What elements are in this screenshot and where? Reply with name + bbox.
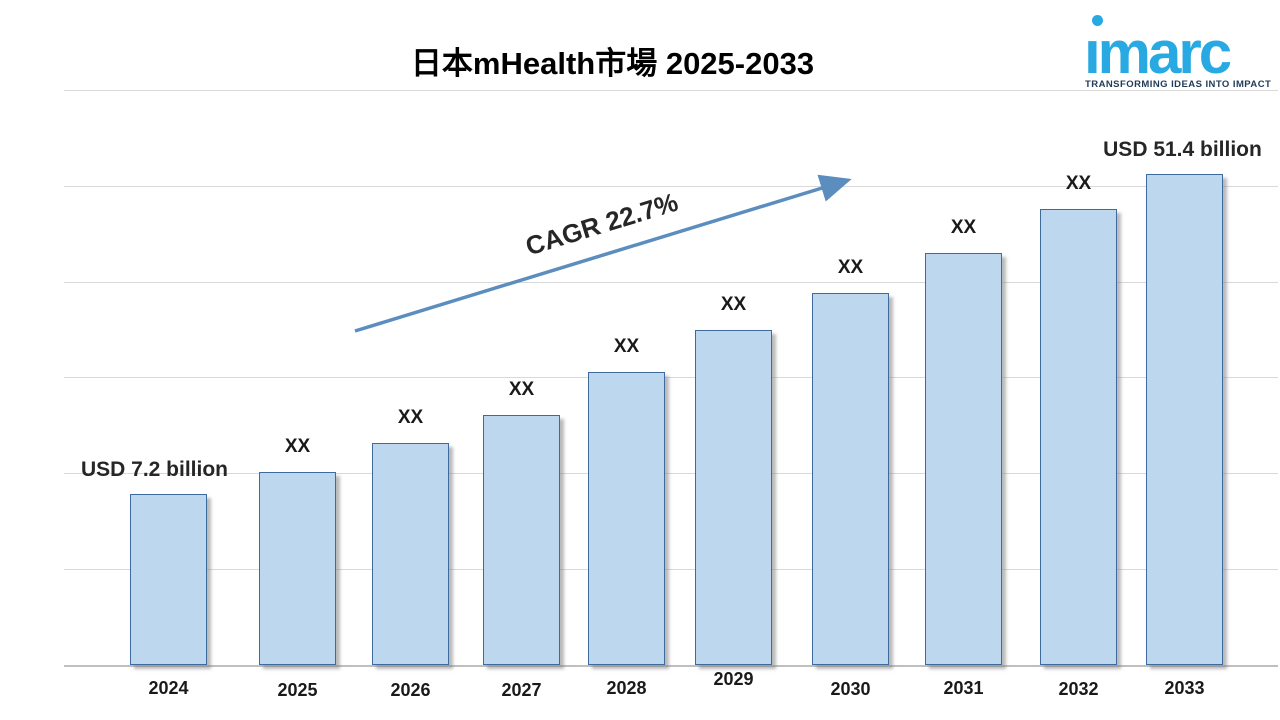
x-axis-label-2027: 2027 <box>501 680 542 700</box>
bar-2025 <box>259 472 336 665</box>
bar-2026 <box>372 443 449 665</box>
gridline <box>64 473 1278 474</box>
x-axis-label-2028: 2028 <box>606 678 647 698</box>
value-label-2024: USD 7.2 billion <box>80 458 229 481</box>
bar-2027 <box>483 415 560 665</box>
gridline <box>64 377 1278 378</box>
x-axis-label-2033: 2033 <box>1164 678 1205 698</box>
x-axis-label-2030: 2030 <box>830 679 871 699</box>
logo-tagline: TRANSFORMING IDEAS INTO IMPACT <box>1085 79 1272 90</box>
logo-dot-icon <box>1092 15 1103 26</box>
value-label-2029: XX <box>720 294 747 315</box>
x-axis-label-2031: 2031 <box>943 678 984 698</box>
bar-2029 <box>695 330 772 665</box>
value-label-2028: XX <box>613 336 640 357</box>
value-label-2033: USD 51.4 billion <box>1103 138 1262 161</box>
value-label-2032: XX <box>1065 173 1092 194</box>
cagr-annotation: CAGR 22.7% <box>522 186 682 262</box>
bar-2031 <box>925 253 1002 665</box>
bar-2030 <box>812 293 889 665</box>
value-label-2027: XX <box>508 379 535 400</box>
gridline <box>64 90 1278 91</box>
gridline <box>64 569 1278 570</box>
value-label-2031: XX <box>950 217 977 238</box>
x-axis-label-2029: 2029 <box>713 669 754 689</box>
chart-title: 日本mHealth市場 2025-2033 <box>410 46 815 81</box>
x-axis-label-2026: 2026 <box>390 680 431 700</box>
value-label-2025: XX <box>284 436 311 457</box>
bar-2033 <box>1146 174 1223 665</box>
x-axis-line <box>64 665 1278 667</box>
x-axis-label-2032: 2032 <box>1058 679 1099 699</box>
value-label-2030: XX <box>837 257 864 278</box>
bar-2024 <box>130 494 207 665</box>
value-label-2026: XX <box>397 407 424 428</box>
x-axis-label-2024: 2024 <box>148 678 189 698</box>
bar-2032 <box>1040 209 1117 665</box>
x-axis-label-2025: 2025 <box>277 680 318 700</box>
bar-2028 <box>588 372 665 665</box>
logo-brand-text: ımarc <box>1084 19 1232 86</box>
